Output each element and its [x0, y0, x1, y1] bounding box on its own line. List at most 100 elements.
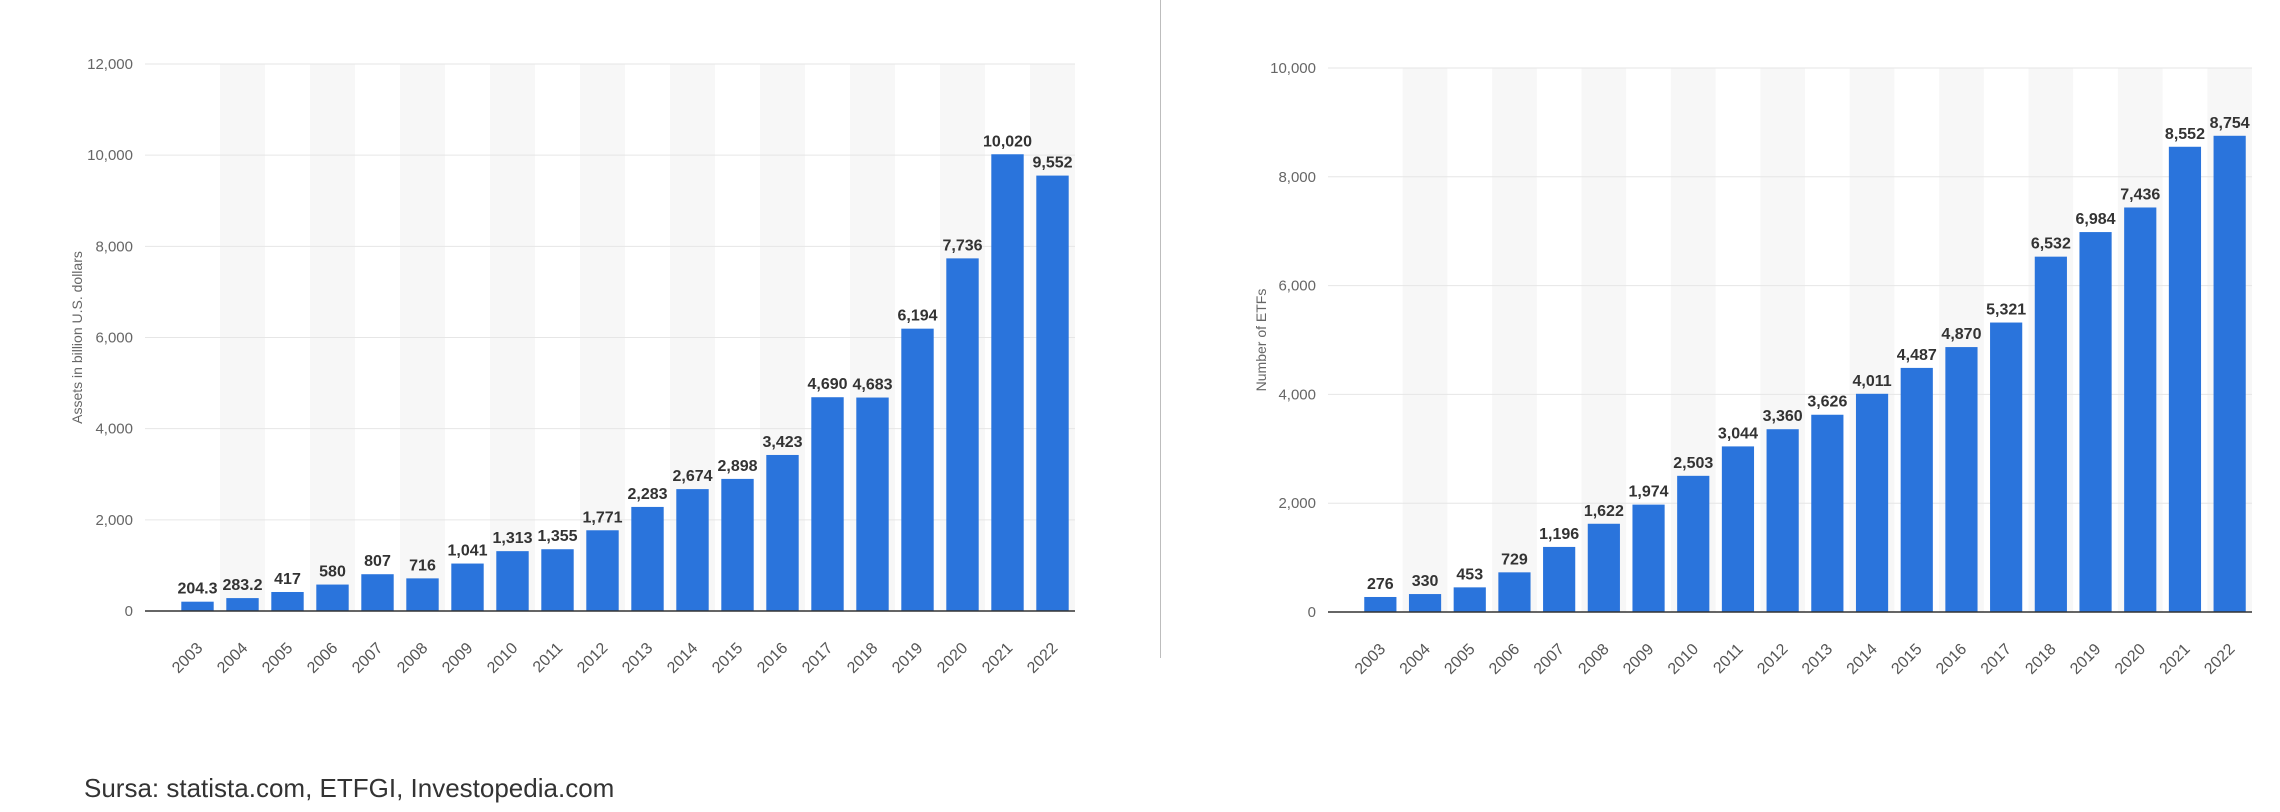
bar-2009	[1632, 504, 1665, 612]
x-tick-label-2008: 2008	[1575, 641, 1612, 678]
value-label-2015: 4,487	[1897, 347, 1937, 364]
bar-2007	[361, 574, 394, 611]
y-tick-label: 0	[125, 603, 133, 620]
value-label-2008: 1,622	[1584, 503, 1624, 520]
bar-2015	[721, 478, 754, 611]
bar-2014	[676, 489, 709, 611]
bar-2021	[2168, 146, 2202, 613]
value-label-2006: 729	[1501, 551, 1528, 568]
bar-2004	[226, 598, 259, 611]
value-label-2007: 807	[364, 553, 391, 570]
x-tick-label-2005: 2005	[1441, 641, 1478, 678]
bar-2008	[406, 578, 439, 611]
bar-2015	[1900, 367, 1933, 612]
x-tick-label-2013: 2013	[1799, 641, 1836, 678]
bar-2018	[2034, 256, 2067, 612]
value-label-2014: 4,011	[1852, 373, 1891, 390]
bar-2010	[1677, 475, 1710, 612]
value-label-2014: 2,674	[672, 468, 712, 485]
value-label-2013: 2,283	[627, 486, 667, 503]
source-note: Sursa: statista.com, ETFGI, Investopedia…	[84, 773, 615, 803]
value-label-2019: 6,984	[2076, 211, 2116, 228]
bar-2019	[901, 328, 934, 611]
y-tick-label: 4,000	[1278, 386, 1316, 403]
x-tick-label-2011: 2011	[1710, 641, 1746, 677]
x-tick-label-2021: 2021	[2157, 641, 2194, 678]
bar-2006	[316, 584, 349, 611]
x-tick-label-2012: 2012	[1754, 641, 1791, 678]
y-tick-label: 6,000	[95, 330, 133, 347]
x-tick-label-2010: 2010	[1665, 641, 1702, 678]
value-label-2017: 4,690	[807, 376, 847, 393]
y-tick-label: 2,000	[95, 512, 133, 529]
bar-2003	[181, 601, 214, 611]
value-label-2005: 453	[1456, 566, 1483, 583]
bar-2016	[1945, 347, 1978, 612]
value-label-2019: 6,194	[897, 308, 937, 325]
y-tick-label: 0	[1308, 604, 1316, 621]
bar-2003	[1364, 596, 1397, 612]
y-axis-title: Assets in billion U.S. dollars	[69, 251, 85, 424]
value-label-2020: 7,736	[942, 237, 982, 254]
x-tick-label-2022: 2022	[2201, 641, 2238, 678]
value-label-2013: 3,626	[1807, 394, 1847, 411]
bar-2011	[541, 549, 574, 611]
y-tick-label: 8,000	[95, 238, 133, 255]
value-label-2012: 1,771	[582, 509, 622, 526]
x-tick-label-2003: 2003	[1352, 641, 1389, 678]
bar-2022	[2213, 135, 2246, 612]
value-label-2006: 580	[319, 564, 346, 581]
bar-2005	[271, 591, 304, 611]
bar-2013	[631, 506, 664, 611]
bar-2013	[1811, 414, 1844, 612]
value-label-2011: 3,044	[1718, 425, 1758, 442]
value-label-2003: 204.3	[177, 581, 217, 598]
y-tick-label: 8,000	[1278, 169, 1316, 186]
y-axis-title: Number of ETFs	[1253, 289, 1269, 392]
background-band	[1402, 68, 1448, 612]
x-tick-label-2004: 2004	[1397, 641, 1434, 678]
bar-2004	[1408, 594, 1442, 612]
value-label-2022: 8,754	[2210, 115, 2250, 132]
bar-2018	[856, 397, 889, 611]
bar-2012	[586, 530, 619, 611]
bar-2022	[1036, 175, 1069, 611]
bar-2010	[496, 551, 529, 611]
bar-2007	[1543, 546, 1576, 612]
etf-count-bar-chart: 0 2,000 4,000 6,000 8,000 10,000 Number of ETF…	[1253, 60, 2252, 678]
value-label-2007: 1,196	[1539, 526, 1579, 543]
x-tick-label-2014: 2014	[1844, 641, 1881, 678]
bar-2009	[451, 563, 484, 611]
value-label-2009: 1,974	[1629, 484, 1669, 501]
y-tick-label: 2,000	[1278, 495, 1316, 512]
value-label-2004: 283.2	[222, 577, 262, 594]
value-label-2011: 1,355	[537, 528, 577, 545]
bar-2020	[946, 258, 979, 611]
background-band	[1581, 68, 1627, 612]
value-label-2010: 2,503	[1673, 455, 1713, 472]
value-label-2022: 9,552	[1032, 155, 1072, 172]
value-label-2020: 7,436	[2120, 186, 2160, 203]
y-tick-label: 10,000	[1270, 60, 1316, 77]
x-tick-label-2020: 2020	[2112, 641, 2149, 678]
value-label-2021: 8,552	[2165, 126, 2205, 143]
value-label-2004: 330	[1412, 573, 1439, 590]
background-band	[1492, 68, 1537, 612]
bar-2006	[1498, 572, 1531, 612]
bar-2017	[1990, 322, 2023, 612]
y-tick-label: 10,000	[87, 147, 133, 164]
chart-divider	[1160, 0, 1161, 658]
value-label-2017: 5,321	[1986, 302, 2026, 319]
x-tick-label-2018: 2018	[2022, 641, 2059, 678]
x-tick-label-2009: 2009	[1620, 641, 1657, 678]
bar-2020	[2124, 207, 2157, 612]
value-label-2018: 6,532	[2031, 236, 2071, 253]
bar-2014	[1855, 393, 1889, 612]
x-tick-label-2017: 2017	[1978, 641, 2015, 678]
bar-2005	[1453, 587, 1486, 612]
x-tick-label-2007: 2007	[1531, 641, 1568, 678]
y-tick-label: 12,000	[87, 56, 133, 73]
value-label-2003: 276	[1367, 576, 1394, 593]
bar-2008	[1587, 523, 1620, 612]
x-tick-label-2015: 2015	[1888, 641, 1925, 678]
